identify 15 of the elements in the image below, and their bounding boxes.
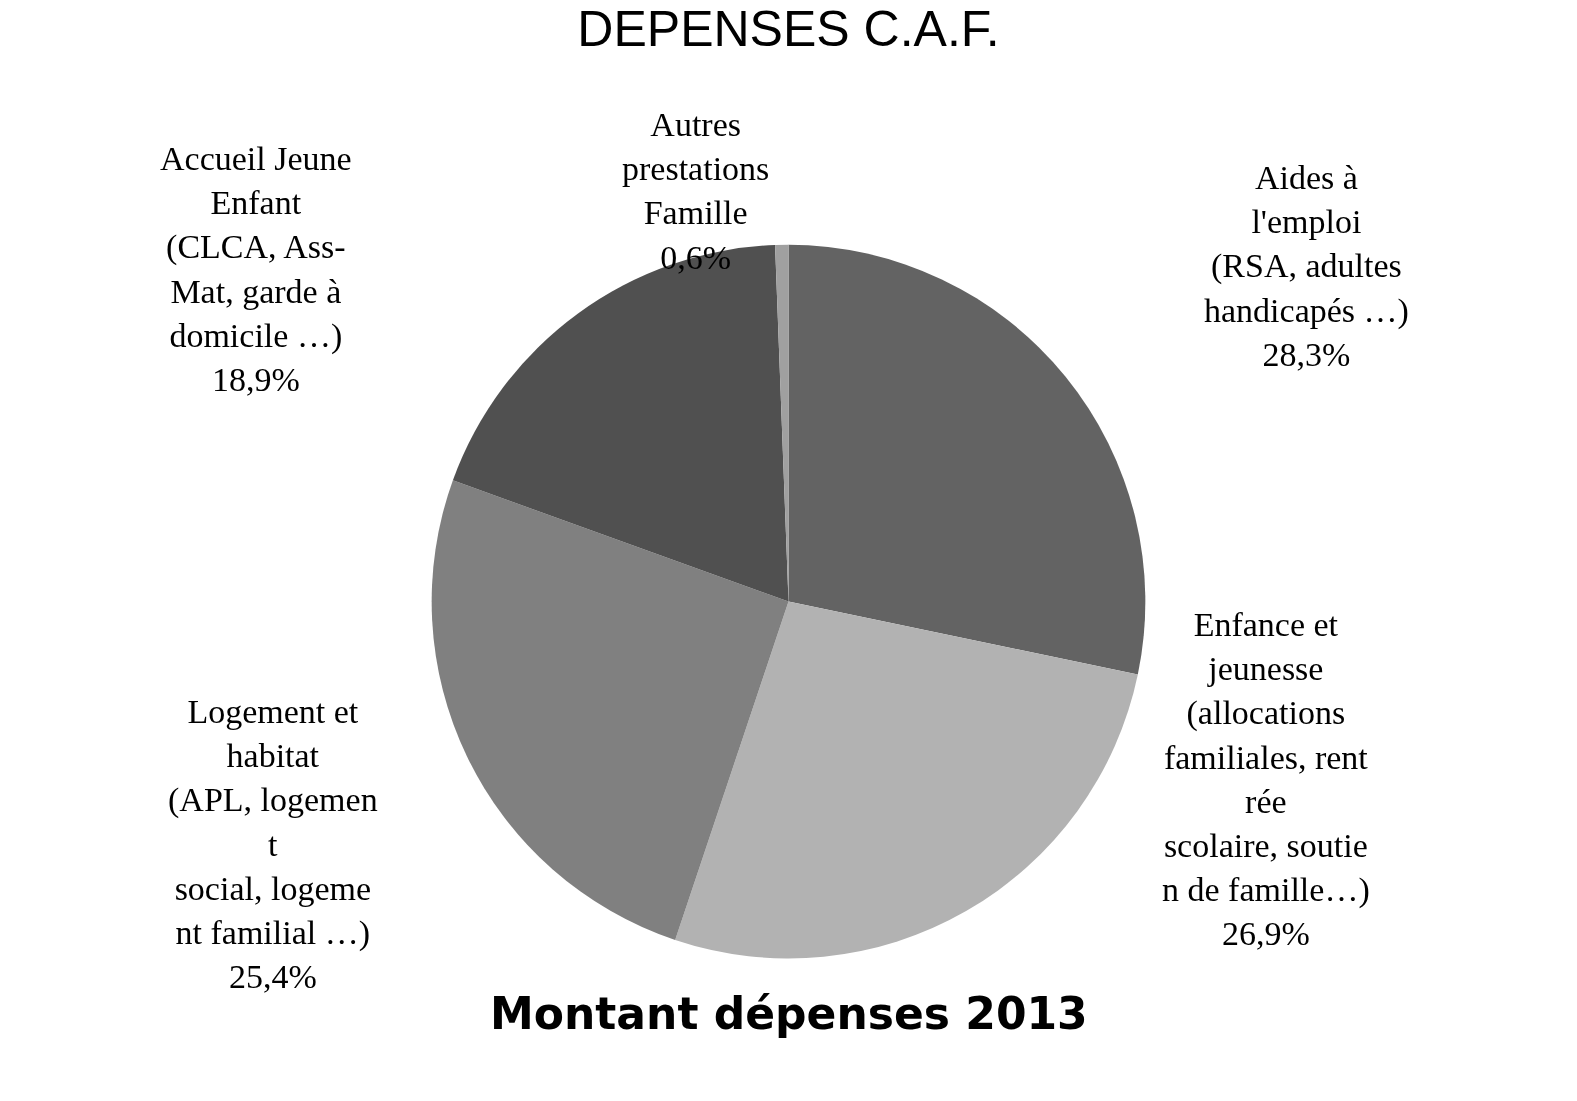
text: Montant dépenses 2013	[490, 988, 1088, 1039]
data-label: 25,4%	[228, 958, 317, 996]
chart-title: DEPENSES C.A.F.	[577, 1, 1000, 58]
pie-slice	[788, 244, 1145, 675]
pie-slice	[452, 245, 789, 602]
slice-label: Autres prestations Famille	[622, 106, 770, 232]
slice-label: Enfance et jeunesse (allocations familiales, rent rée scolaire, soutie n de famille…)	[1162, 606, 1370, 910]
slice-label: Logement et habitat (APL, logemen t social, logeme nt familial …)	[168, 693, 378, 952]
data-label: 26,9%	[1221, 915, 1310, 953]
slice-label: Accueil Jeune Enfant (CLCA, Ass- Mat, garde à domicile …)	[160, 140, 352, 355]
pie-slice	[431, 480, 789, 940]
pie-slice	[675, 601, 1138, 958]
data-label: 28,3%	[1262, 335, 1351, 373]
data-label: 18,9%	[211, 361, 300, 398]
slice-label: Aides à l'emploi (RSA, adultes handicapés …)	[1204, 159, 1409, 330]
